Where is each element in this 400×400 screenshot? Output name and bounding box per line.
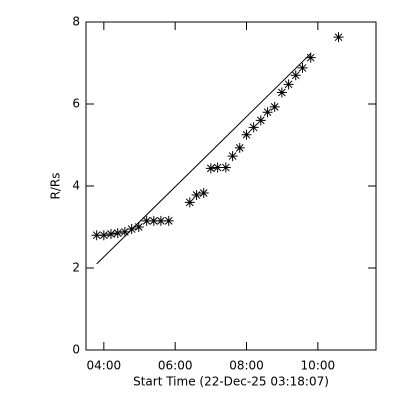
data-point [290, 70, 301, 81]
data-point [241, 129, 252, 140]
data-point [191, 190, 202, 201]
data-point [155, 215, 166, 226]
data-point [255, 115, 266, 126]
data-point [133, 222, 144, 232]
data-point [305, 52, 316, 63]
y-axis-label: R/Rs [49, 173, 63, 200]
data-point [119, 226, 130, 237]
data-point [276, 87, 287, 98]
data-point [220, 162, 231, 173]
data-point [163, 215, 174, 226]
y-tick-label: 2 [72, 261, 80, 275]
fit-line [96, 53, 312, 265]
y-tick-label: 4 [72, 179, 80, 193]
data-point [148, 215, 159, 226]
data-point [105, 228, 116, 239]
y-tick-label: 0 [72, 343, 80, 357]
data-point [248, 122, 259, 133]
x-tick-label: 08:00 [229, 359, 264, 373]
y-tick-label: 8 [72, 15, 80, 29]
data-point [212, 162, 223, 173]
data-point [184, 197, 195, 208]
data-point [269, 101, 280, 112]
data-point [333, 32, 344, 43]
x-tick-label: 06:00 [158, 359, 193, 373]
data-point [297, 62, 308, 73]
data-point [283, 79, 294, 90]
data-point [98, 230, 109, 241]
y-tick-label: 6 [72, 97, 80, 111]
data-point [227, 151, 238, 162]
x-tick-label: 04:00 [87, 359, 122, 373]
data-point [234, 142, 245, 153]
x-tick-label: 10:00 [301, 359, 336, 373]
data-point [198, 187, 209, 198]
data-point [112, 228, 123, 239]
x-axis-label: Start Time (22-Dec-25 03:18:07) [133, 375, 329, 389]
data-point [141, 215, 152, 226]
data-point [91, 230, 102, 241]
data-point [262, 107, 273, 118]
data-point [205, 163, 216, 174]
